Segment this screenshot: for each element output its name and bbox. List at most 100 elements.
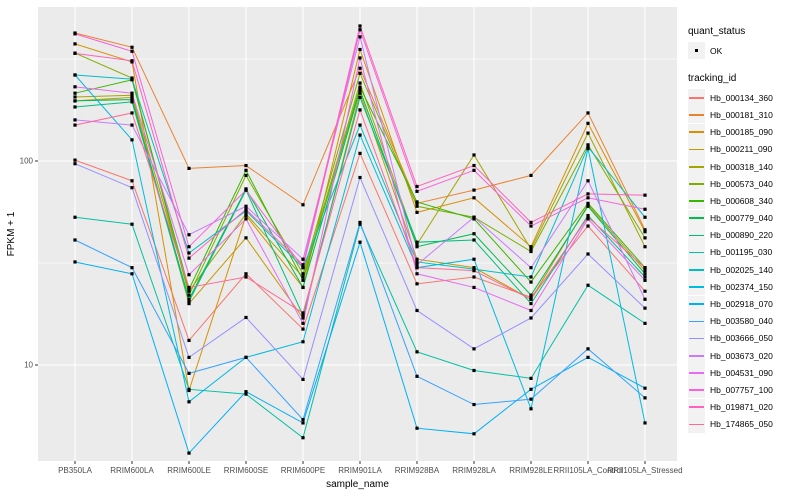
data-point [187, 387, 191, 391]
legend-key-line-icon [689, 234, 704, 237]
data-point [73, 162, 77, 166]
data-point [244, 204, 248, 208]
data-point [415, 426, 419, 430]
legend-item-Hb_000779_040: Hb_000779_040 [688, 209, 800, 227]
legend-key-line-icon [689, 337, 704, 340]
legend-item-label: Hb_000185_090 [710, 127, 773, 138]
data-point [586, 196, 590, 200]
x-tick-label: RRII105LA_Control [553, 466, 623, 475]
legend-key-line-icon [689, 354, 704, 357]
data-point [415, 350, 419, 354]
data-point [586, 204, 590, 208]
data-point [244, 390, 248, 394]
data-point [358, 66, 362, 70]
data-point [73, 91, 77, 95]
legend-item-Hb_001195_030: Hb_001195_030 [688, 243, 800, 261]
legend-item-Hb_004531_090: Hb_004531_090 [688, 364, 800, 382]
legend-tracking-block: tracking_id Hb_000134_360 Hb_000181_310 Hb… [688, 73, 800, 433]
data-point [301, 340, 305, 344]
legend-key-swatch [688, 312, 705, 330]
data-point [130, 111, 134, 115]
data-point [586, 111, 590, 115]
legend-item-Hb_000211_090: Hb_000211_090 [688, 140, 800, 158]
data-point [415, 210, 419, 214]
data-point [643, 269, 647, 273]
data-point [643, 215, 647, 219]
legend-key-swatch [688, 295, 705, 313]
data-point [529, 266, 533, 270]
data-point [415, 245, 419, 249]
data-point [73, 95, 77, 99]
data-point [415, 200, 419, 204]
legend-item-Hb_019871_020: Hb_019871_020 [688, 398, 800, 416]
data-point [586, 347, 590, 351]
legend-item-Hb_002918_070: Hb_002918_070 [688, 295, 800, 313]
data-point [73, 118, 77, 122]
data-point [358, 91, 362, 95]
data-point [358, 24, 362, 28]
data-point [358, 81, 362, 85]
legend-key-swatch [688, 329, 705, 347]
legend-key-swatch [688, 158, 705, 176]
data-point [73, 123, 77, 127]
data-point [301, 272, 305, 276]
legend-key-swatch [688, 209, 705, 227]
legend-key-line-icon [689, 406, 704, 409]
data-point [643, 421, 647, 425]
legend-item-label: Hb_019871_020 [710, 402, 773, 413]
legend-item-Hb_000890_220: Hb_000890_220 [688, 226, 800, 244]
data-point [244, 355, 248, 359]
data-point [130, 186, 134, 190]
data-point [472, 188, 476, 192]
data-point [130, 222, 134, 226]
data-point [301, 278, 305, 282]
data-point [472, 368, 476, 373]
data-point [643, 236, 647, 240]
data-point [130, 179, 134, 183]
legend-key-line-icon [689, 131, 704, 134]
data-point [415, 282, 419, 286]
legend: quant_status OK tracking_id Hb_000134_36… [688, 26, 800, 447]
data-point [358, 240, 362, 244]
data-point [415, 260, 419, 264]
data-point [472, 168, 476, 172]
legend-key-swatch [688, 398, 705, 416]
data-point [187, 251, 191, 255]
data-point [358, 175, 362, 180]
y-axis-title: FPKM + 1 [6, 211, 17, 256]
data-point [415, 240, 419, 244]
data-point [643, 230, 647, 234]
legend-key-line-icon [689, 372, 704, 374]
data-point [586, 131, 590, 135]
y-tick-label: 100 [20, 157, 34, 166]
data-point [358, 28, 362, 32]
data-point [415, 374, 419, 378]
legend-key-swatch [688, 415, 705, 433]
legend-key-line-icon [689, 320, 704, 323]
data-point [244, 207, 248, 211]
data-point [586, 213, 590, 218]
data-point [130, 138, 134, 142]
data-point [130, 100, 134, 104]
data-point [472, 402, 476, 407]
data-point [472, 238, 476, 242]
legend-key-swatch [688, 175, 705, 193]
data-point [244, 392, 248, 396]
data-point [244, 212, 248, 216]
x-tick-label: RRIM600LE [167, 466, 211, 475]
x-tick-label: RRIM600LA [110, 466, 154, 475]
data-point [586, 147, 590, 151]
legend-item-Hb_003666_050: Hb_003666_050 [688, 329, 800, 347]
data-point [73, 32, 77, 36]
legend-key-swatch [688, 364, 705, 382]
legend-item-Hb_174865_050: Hb_174865_050 [688, 415, 800, 433]
legend-item-Hb_003580_040: Hb_003580_040 [688, 312, 800, 330]
data-point [244, 272, 248, 276]
data-point [244, 236, 248, 240]
data-point [130, 123, 134, 127]
data-point [358, 88, 362, 92]
legend-item-label: Hb_003666_050 [710, 333, 773, 344]
legend-item-label: Hb_002918_070 [710, 299, 773, 310]
data-point [529, 293, 533, 297]
legend-key-line-icon [689, 303, 704, 306]
